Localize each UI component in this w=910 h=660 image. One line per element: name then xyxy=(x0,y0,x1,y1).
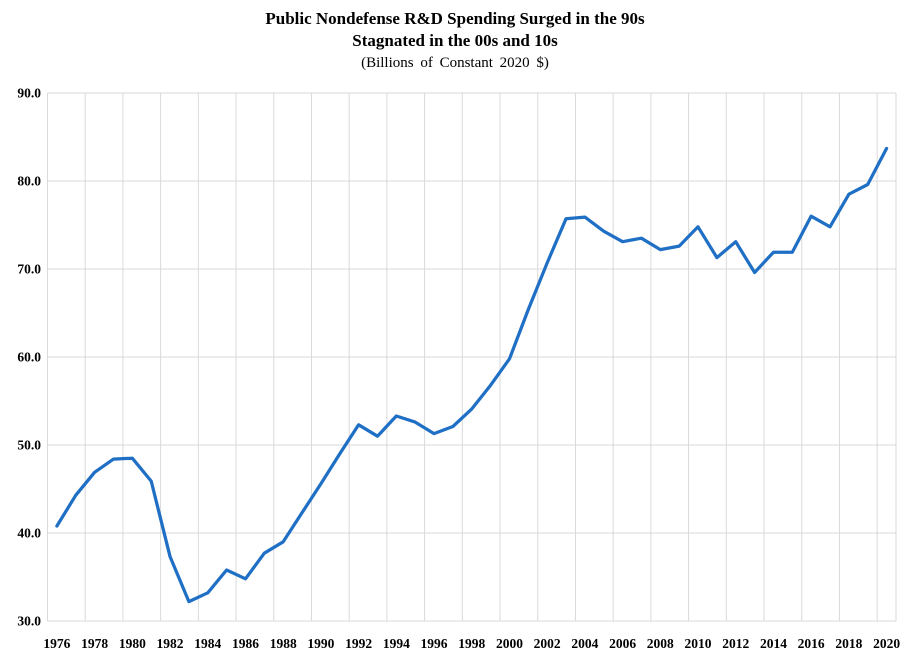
x-axis-tick-label: 1976 xyxy=(43,636,70,651)
x-axis-tick-label: 2018 xyxy=(835,636,862,651)
x-axis-tick-label: 1984 xyxy=(194,636,221,651)
x-axis-tick-label: 1992 xyxy=(345,636,372,651)
x-axis-tick-label: 2006 xyxy=(609,636,636,651)
x-axis-tick-label: 1986 xyxy=(232,636,259,651)
x-axis-tick-label: 2000 xyxy=(496,636,523,651)
x-axis-tick-label: 1990 xyxy=(307,636,334,651)
x-axis-tick-label: 1978 xyxy=(81,636,108,651)
x-axis-tick-label: 2002 xyxy=(534,636,561,651)
y-axis-tick-label: 70.0 xyxy=(17,262,41,277)
chart-title: Public Nondefense R&D Spending Surged in… xyxy=(265,9,645,28)
x-axis-tick-label: 2016 xyxy=(798,636,825,651)
x-axis-tick-label: 1996 xyxy=(421,636,448,651)
x-axis-tick-label: 2010 xyxy=(685,636,712,651)
x-axis-tick-label: 2008 xyxy=(647,636,674,651)
x-axis-tick-label: 1980 xyxy=(119,636,146,651)
y-axis-tick-label: 60.0 xyxy=(17,350,41,365)
x-axis-tick-label: 2014 xyxy=(760,636,787,651)
x-axis-tick-label: 1988 xyxy=(270,636,297,651)
x-axis-tick-label: 1994 xyxy=(383,636,410,651)
x-axis-tick-label: 1982 xyxy=(157,636,184,651)
chart-header: Public Nondefense R&D Spending Surged in… xyxy=(0,8,910,74)
spending-data-line xyxy=(55,146,889,604)
y-axis-tick-label: 90.0 xyxy=(17,86,41,101)
chart-subtitle: Stagnated in the 00s and 10s xyxy=(352,31,558,50)
y-axis-tick-label: 50.0 xyxy=(17,438,41,453)
x-axis-tick-label: 2012 xyxy=(722,636,749,651)
y-axis-tick-label: 30.0 xyxy=(17,614,41,629)
y-axis-tick-label: 80.0 xyxy=(17,174,41,189)
x-axis-tick-label: 1998 xyxy=(458,636,485,651)
x-axis-tick-label: 2020 xyxy=(873,636,900,651)
y-axis-tick-label: 40.0 xyxy=(17,526,41,541)
x-axis-tick-label: 2004 xyxy=(571,636,598,651)
chart-units-label: (Billions of Constant 2020 $) xyxy=(361,55,549,71)
